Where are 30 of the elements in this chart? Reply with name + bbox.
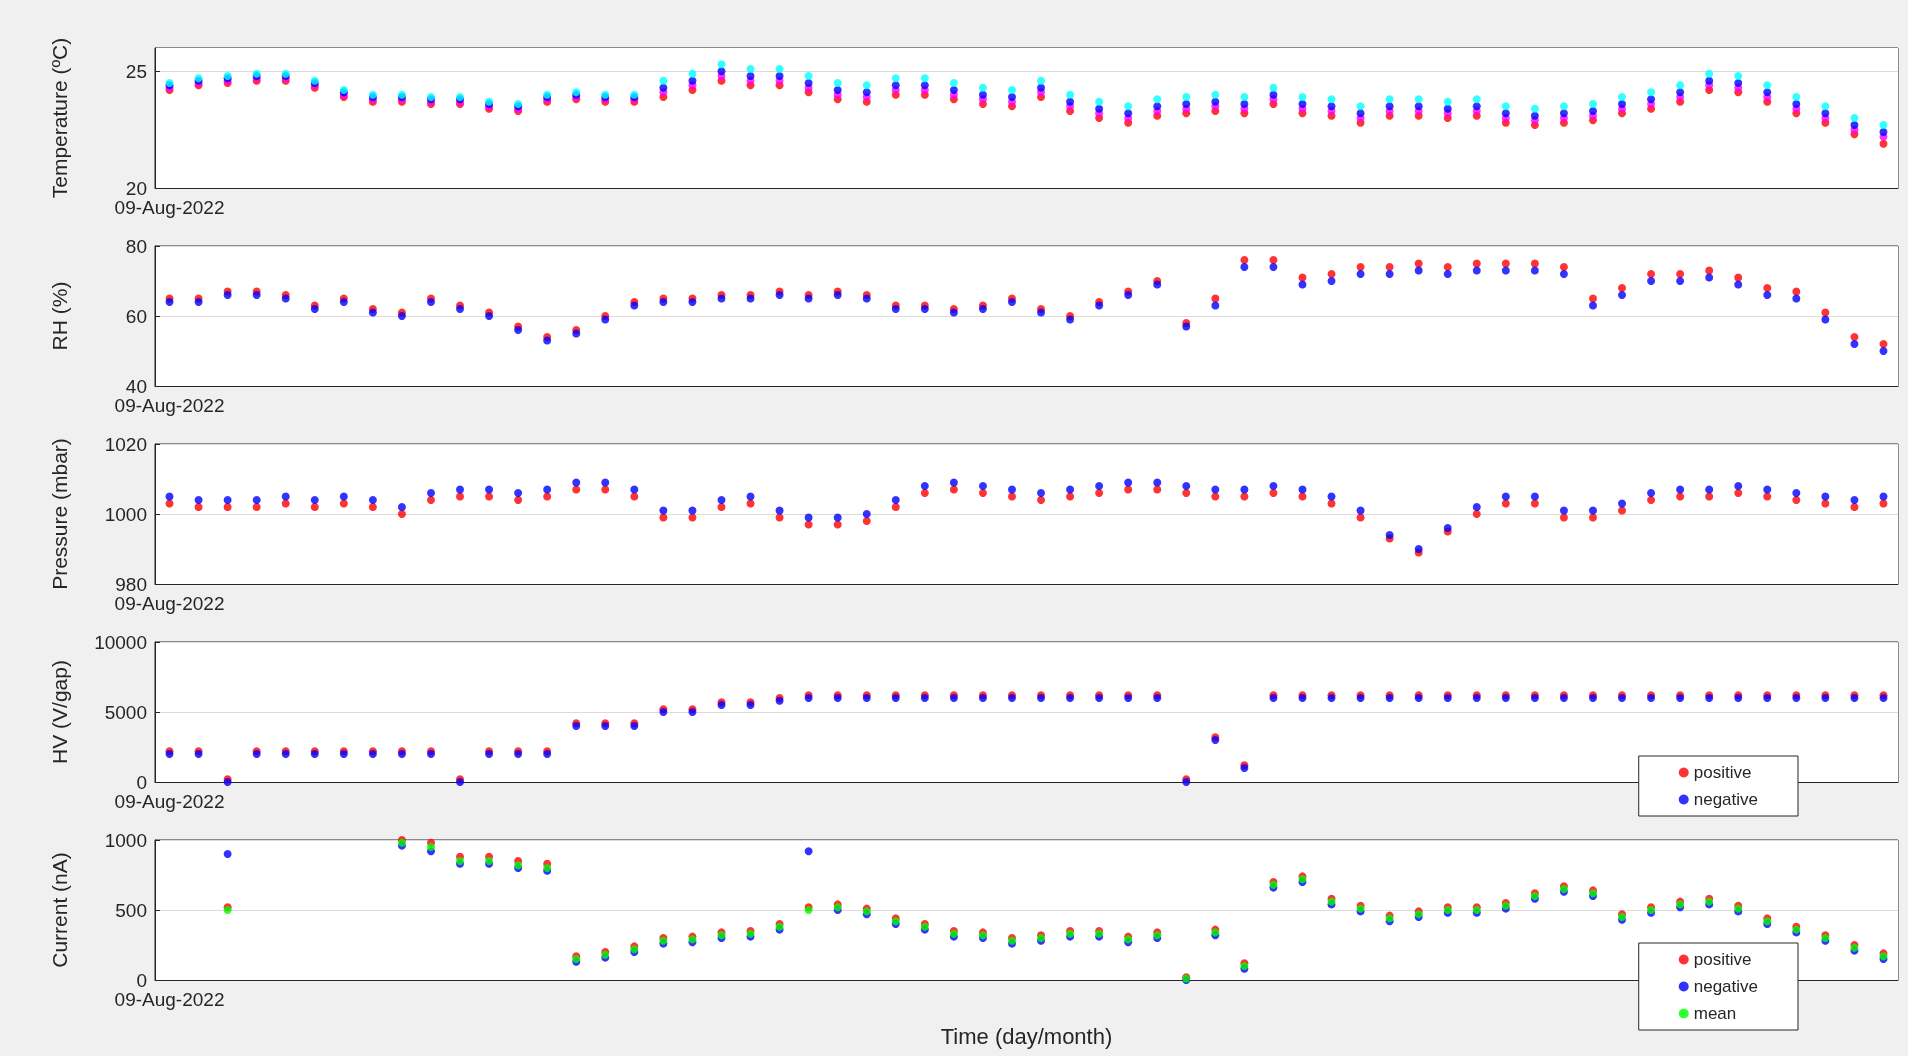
x-tick-label: 09-Aug-2022 — [114, 989, 225, 1010]
x-tick-label: 09-Aug-2022 — [114, 395, 225, 416]
x-axis-title: Time (day/month) — [940, 1023, 1113, 1049]
y-tick-label: 25 — [125, 60, 147, 82]
legend-label: positive — [1693, 950, 1752, 969]
y-tick-label: 20 — [125, 177, 147, 199]
y-axis-title: Pressure (mbar) — [48, 438, 71, 590]
y-axis-title: RH (%) — [48, 281, 71, 351]
y-tick-label: 40 — [125, 375, 147, 397]
y-tick-label: 5000 — [104, 701, 147, 723]
y-tick-label: 0 — [136, 771, 147, 793]
y-tick-label: 1000 — [104, 829, 147, 851]
y-tick-label: 980 — [115, 573, 147, 595]
x-tick-label: 09-Aug-2022 — [114, 791, 225, 812]
y-tick-label: 1000 — [104, 503, 147, 525]
y-axis-title: Temperature (ºC) — [48, 37, 71, 199]
legend-label: negative — [1693, 790, 1759, 809]
y-tick-label: 500 — [115, 899, 147, 921]
y-tick-label: 1020 — [104, 433, 147, 455]
y-tick-label: 80 — [125, 235, 147, 257]
legend-label: negative — [1693, 977, 1759, 996]
y-axis-title: HV (V/gap) — [48, 660, 71, 764]
x-tick-label: 09-Aug-2022 — [114, 593, 225, 614]
y-tick-label: 10000 — [94, 631, 147, 653]
y-tick-label: 0 — [136, 969, 147, 991]
x-tick-label: 09-Aug-2022 — [114, 197, 225, 218]
y-axis-title: Current (nA) — [48, 852, 71, 968]
legend-label: positive — [1693, 763, 1752, 782]
y-tick-label: 60 — [125, 305, 147, 327]
legend-label: mean — [1693, 1004, 1737, 1023]
